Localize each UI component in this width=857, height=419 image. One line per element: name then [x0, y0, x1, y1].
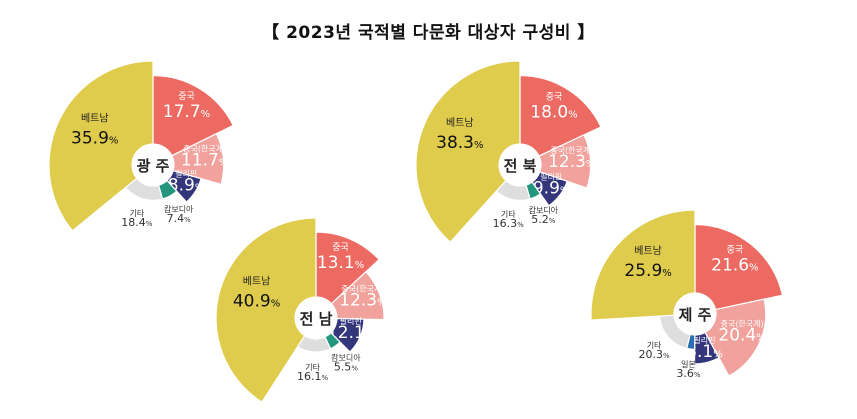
label-philippines: 필리핀	[693, 335, 715, 345]
value-china: 17.7%	[163, 102, 210, 122]
value-cambodia: 7.4%	[167, 212, 192, 225]
label-china-korean: 중국(한국계)	[550, 145, 593, 155]
center-circle	[132, 144, 174, 186]
label-vietnam: 베트남	[243, 276, 271, 288]
label-other: 기타	[129, 209, 144, 218]
page-title: 【 2023년 국적별 다문화 대상자 구성비 】	[262, 23, 595, 43]
label-philippines: 필리핀	[175, 169, 197, 179]
value-china-korean: 12.3%	[548, 152, 595, 172]
label-other: 기타	[647, 341, 662, 350]
label-philippines: 필리핀	[340, 316, 362, 326]
value-other: 16.1%	[297, 370, 329, 383]
center-circle	[674, 293, 716, 335]
value-other: 18.4%	[121, 216, 153, 229]
label-japan: 일본	[681, 360, 696, 369]
value-vietnam: 38.3%	[436, 133, 483, 153]
label-china: 중국	[727, 245, 744, 256]
label-cambodia: 캄보디아	[529, 205, 559, 215]
label-china: 중국	[546, 91, 563, 102]
center-circle	[295, 297, 337, 339]
label-other: 기타	[501, 210, 516, 219]
label-china-korean: 중국(한국계)	[341, 283, 384, 293]
label-other: 기타	[305, 363, 320, 372]
value-japan: 3.6%	[676, 367, 701, 380]
label-china: 중국	[332, 242, 349, 253]
region-label: 전 남	[300, 310, 333, 328]
label-china-korean: 중국(한국계)	[721, 319, 764, 329]
label-china-korean: 중국(한국계)	[183, 143, 226, 153]
value-china-korean: 11.7%	[181, 150, 228, 170]
label-cambodia: 캄보디아	[164, 204, 194, 214]
value-other: 20.3%	[638, 348, 670, 361]
pie-chart-jeju: 중국21.6%중국(한국계)20.4%필리핀8.1%일본3.6%기타20.3%베…	[590, 209, 784, 380]
label-cambodia: 캄보디아	[331, 353, 361, 363]
pie-chart-gwangju: 중국17.7%중국(한국계)11.7%필리핀8.9%캄보디아7.4%기타18.4…	[48, 60, 234, 232]
region-label: 제 주	[679, 306, 712, 324]
region-label: 전 북	[504, 157, 537, 175]
value-china: 13.1%	[317, 253, 364, 273]
label-vietnam: 베트남	[81, 112, 109, 124]
value-china: 18.0%	[530, 102, 577, 122]
value-cambodia: 5.5%	[334, 361, 359, 374]
value-vietnam: 25.9%	[624, 261, 671, 281]
value-vietnam: 40.9%	[233, 292, 280, 312]
value-china: 21.6%	[711, 256, 758, 276]
label-vietnam: 베트남	[634, 245, 662, 257]
label-philippines: 필리핀	[540, 171, 562, 181]
label-china: 중국	[178, 91, 195, 102]
value-china-korean: 12.3%	[339, 290, 386, 310]
value-cambodia: 5.2%	[531, 213, 556, 226]
value-vietnam: 35.9%	[71, 128, 118, 148]
value-china-korean: 20.4%	[718, 326, 765, 346]
region-label: 광 주	[137, 157, 170, 175]
center-circle	[499, 144, 541, 186]
value-other: 16.3%	[493, 217, 525, 230]
pie-chart-jeonbuk: 중국18.0%중국(한국계)12.3%필리핀9.9%캄보디아5.2%기타16.3…	[415, 60, 602, 243]
label-vietnam: 베트남	[446, 117, 474, 129]
slice-china	[694, 223, 784, 311]
pie-chart-jeonnam: 중국13.1%중국(한국계)12.3%필리핀12.1%캄보디아5.5%기타16.…	[215, 217, 387, 403]
